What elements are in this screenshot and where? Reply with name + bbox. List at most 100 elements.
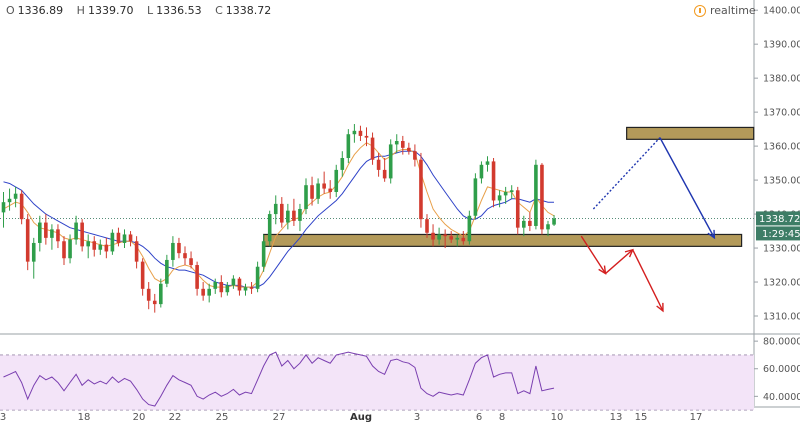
candle-body [140, 261, 145, 289]
candle-body [273, 203, 278, 215]
high-label: H [76, 4, 85, 17]
time-tick-label: 13 [610, 412, 623, 423]
candle-body [388, 144, 393, 179]
candle-body [509, 190, 514, 192]
projection-blue-dotted [592, 137, 661, 210]
candle-body [316, 183, 320, 199]
candle-body [443, 234, 447, 237]
price-tick-label: 1380.00 [763, 74, 800, 85]
candle-body [522, 220, 526, 228]
ohlc-readout: O 1336.89 H 1339.70 L 1336.53 C 1338.72 [6, 4, 281, 17]
rsi-line [3, 351, 555, 407]
candle-body [110, 232, 115, 252]
time-tick-label: 3 [414, 412, 420, 423]
candle-body [25, 219, 30, 262]
candle-body [13, 193, 18, 199]
candle-body [431, 232, 435, 240]
time-tick-label: 8 [499, 412, 505, 423]
candle-body [267, 214, 272, 242]
candle-body [322, 183, 326, 189]
realtime-indicator[interactable]: realtime [694, 4, 756, 17]
price-tick-label: 1360.00 [763, 142, 800, 153]
candle-body [19, 193, 24, 220]
rsi-tick-label: 60.0000 [763, 364, 800, 375]
blue-arrow-head [707, 229, 716, 240]
candle-body [455, 237, 460, 240]
candle-body [38, 222, 42, 243]
candle-body [231, 278, 236, 286]
price-tick-label: 1350.00 [763, 176, 800, 187]
countdown-tag [756, 226, 800, 241]
candle-body [165, 259, 169, 284]
candle-body [461, 237, 466, 242]
rsi-tick-label: 80.0000 [763, 337, 800, 348]
candle-body [485, 161, 490, 165]
time-tick-label: 22 [169, 412, 182, 423]
candle-body [328, 188, 332, 192]
candle-body [68, 239, 72, 259]
candle-body [304, 185, 308, 209]
zone-box [626, 126, 755, 140]
candle-body [7, 198, 12, 203]
candle-body [146, 288, 151, 301]
candle-body [382, 169, 387, 179]
close-label: C [215, 4, 223, 17]
candle-body [134, 241, 139, 262]
projection-red-segment [605, 249, 634, 275]
price-tick-label: 1310.00 [763, 312, 800, 323]
price-tick-label: 1320.00 [763, 278, 800, 289]
time-tick-label: 18 [78, 412, 91, 423]
candle-body [255, 266, 260, 289]
candle-body [80, 222, 84, 247]
candle-body [449, 236, 453, 240]
candle-body [31, 242, 36, 262]
candle-body [128, 234, 133, 242]
candle-body [50, 229, 54, 238]
low-value: 1336.53 [156, 4, 202, 17]
countdown-tag-text: 1:29:45 [762, 229, 800, 240]
candle-body [286, 210, 290, 223]
candle-body [98, 244, 103, 250]
candle-body [491, 161, 496, 201]
time-tick-label: 27 [273, 412, 286, 423]
time-tick-label: 10 [551, 412, 564, 423]
candle-body [171, 242, 175, 260]
candle-body [44, 222, 48, 238]
candle-body [340, 158, 345, 170]
red-arrow-head [656, 302, 664, 313]
projection-red-segment [580, 235, 607, 274]
candle-body [546, 224, 550, 230]
candle-body [207, 288, 211, 296]
ma-fast-line [3, 142, 555, 288]
projection-blue-solid [659, 137, 715, 239]
candle-body [116, 232, 121, 243]
candle-body [183, 253, 187, 259]
candle-body [292, 210, 296, 221]
low-label: L [146, 4, 154, 17]
candle-body [394, 141, 399, 145]
candle-body [219, 282, 224, 293]
candle-body [280, 203, 284, 223]
time-tick-label: 25 [216, 412, 229, 423]
candles-group [1, 124, 556, 313]
price-tick-label: 1370.00 [763, 108, 800, 119]
candle-body [413, 151, 417, 160]
candle-body [225, 285, 230, 293]
candle-body [352, 130, 357, 135]
candle-body [62, 241, 66, 259]
candle-body [437, 234, 441, 240]
candle-body [86, 241, 90, 247]
time-tick-label: 3 [0, 412, 6, 423]
candle-body [189, 258, 193, 266]
candle-body [534, 164, 538, 226]
high-value: 1339.70 [87, 4, 134, 17]
candle-body [334, 169, 339, 192]
last-price-tag [756, 211, 800, 226]
candle-body [122, 234, 127, 243]
rsi-tick-label: 40.0000 [763, 392, 800, 403]
time-tick-label: 6 [476, 412, 482, 423]
projection-red-segment [632, 249, 664, 312]
candle-body [213, 282, 218, 289]
